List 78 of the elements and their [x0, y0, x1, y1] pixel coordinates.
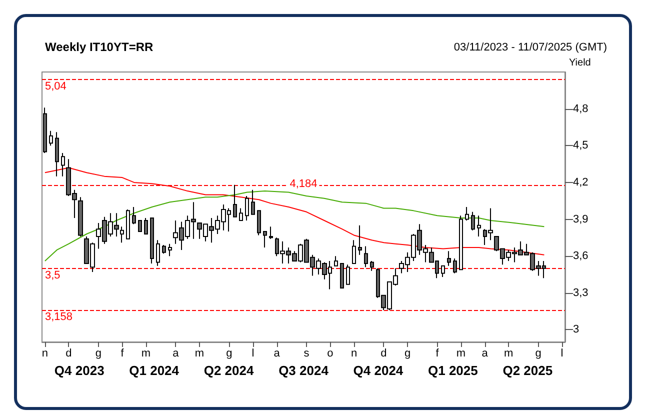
x-tick-label: d: [380, 348, 387, 360]
x-tick-label: m: [141, 348, 151, 360]
y-tick-label: 4,2: [573, 176, 588, 188]
candlestick: [120, 226, 124, 244]
candlestick: [340, 262, 344, 288]
candlestick: [239, 208, 243, 221]
candlestick: [465, 206, 469, 221]
candlestick: [453, 258, 457, 274]
ref-line-label: 3,158: [45, 311, 73, 324]
x-tick-label: n: [42, 348, 48, 360]
candlestick: [257, 210, 261, 236]
ref-line-label: 4,184: [290, 178, 318, 190]
x-tick-label: l: [560, 348, 564, 360]
text: Q1 2025: [428, 363, 478, 378]
chart-title: Weekly IT10YT=RR: [45, 40, 154, 54]
text: Q1 2024: [129, 363, 180, 378]
candlestick: [364, 246, 368, 268]
candlestick: [78, 196, 83, 237]
x-tick-label: a: [274, 348, 281, 360]
candlestick: [459, 215, 463, 270]
y-axis-title: Yield: [569, 58, 591, 68]
candlestick: [233, 184, 237, 218]
x-tick-label: g: [404, 348, 411, 360]
text: Q3 2024: [278, 363, 330, 378]
ref-line-label: 5,04: [45, 80, 66, 92]
candlestick: [334, 256, 338, 266]
candlestick: [447, 250, 451, 266]
candlestick: [251, 189, 255, 215]
candlestick: [346, 264, 350, 285]
chart-subtitle: 03/11/2023 - 11/07/2025 (GMT): [454, 42, 608, 54]
candlestick: [126, 208, 130, 240]
candlestick: [144, 218, 148, 234]
candlestick: [245, 195, 249, 221]
candlestick: [162, 244, 166, 254]
y-tick-label: 4,5: [573, 140, 588, 152]
y-tick-label: 4,8: [573, 102, 588, 115]
x-tick-label: f: [120, 348, 125, 360]
line-series: [44, 190, 545, 262]
y-tick-label: 3,6: [573, 250, 588, 262]
x-tick-label: g: [95, 348, 102, 360]
y-tick-label: 3: [573, 324, 580, 336]
x-tick-label: m: [194, 348, 204, 360]
candlestick: [358, 224, 362, 256]
x-tick-label: s: [304, 348, 310, 360]
x-tick-label: a: [172, 348, 180, 360]
candlestick: [43, 107, 47, 154]
candlestick: [352, 240, 356, 264]
candlestick: [168, 243, 172, 257]
x-tick-label: m: [456, 348, 466, 360]
y-tick-label: 3,3: [573, 286, 588, 299]
text: Q2 2025: [502, 363, 553, 378]
x-tick-label: d: [66, 348, 72, 360]
candlestick: [132, 206, 136, 225]
candlestick: [138, 220, 142, 232]
candlestick: [150, 218, 154, 264]
candlestick: [55, 132, 59, 177]
text: Q4 2023: [54, 363, 104, 378]
candlestick: [441, 265, 445, 278]
candlestick: [370, 260, 374, 272]
ref-line-label: 3,5: [45, 269, 60, 282]
candlestick: [477, 215, 481, 237]
x-tick-label: g: [535, 348, 542, 360]
x-tick-label: n: [350, 348, 358, 360]
candlestick: [263, 231, 267, 248]
candlestick: [471, 211, 475, 231]
text: Q2 2024: [204, 363, 254, 378]
x-tick-label: f: [436, 348, 440, 360]
candlestick: [49, 130, 53, 146]
y-tick-label: 3,9: [573, 213, 588, 226]
text: Q4 2024: [353, 363, 404, 378]
x-tick-label: m: [504, 348, 514, 360]
candlestick: [156, 240, 160, 266]
x-tick-label: o: [327, 348, 334, 360]
candlestick: [269, 226, 273, 240]
x-tick-label: g: [226, 348, 232, 360]
x-tick-label: a: [482, 348, 489, 360]
x-tick-label: l: [252, 348, 254, 360]
candlestick: [61, 152, 65, 177]
